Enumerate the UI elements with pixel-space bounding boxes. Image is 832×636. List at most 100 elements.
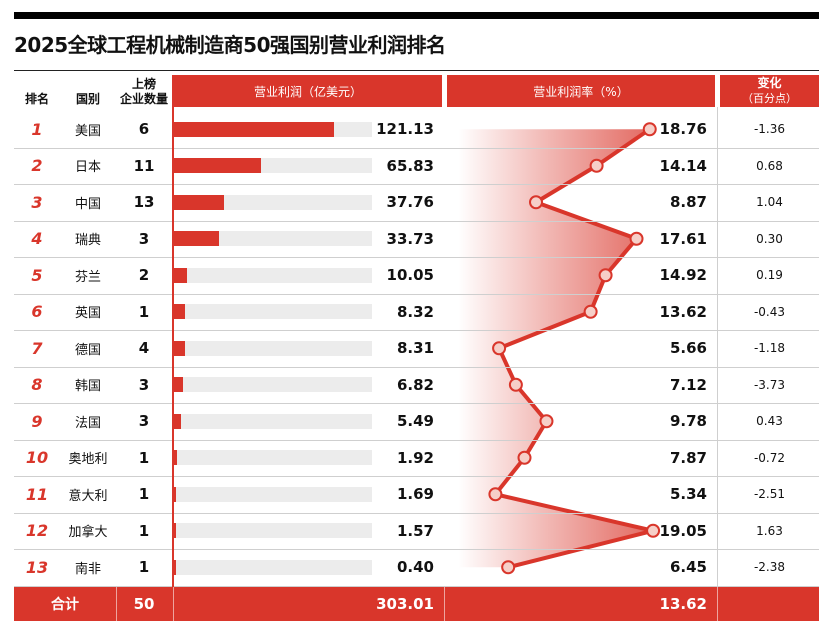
country-label: 意大利 — [68, 488, 108, 504]
page-title: 2025全球工程机械制造商50强国别营业利润排名 — [14, 33, 446, 57]
profit-bar — [174, 194, 224, 210]
company-count: 1 — [138, 521, 150, 540]
country-label: 奥地利 — [68, 452, 108, 467]
margin-value: 5.66 — [669, 339, 707, 357]
profit-bar-track — [174, 231, 372, 247]
profit-bar-track — [174, 559, 372, 575]
margin-point — [508, 377, 523, 392]
profit-value: 1.92 — [396, 448, 434, 467]
profit-value: 0.40 — [396, 558, 434, 576]
country-label: 中国 — [74, 196, 101, 212]
company-count: 3 — [138, 375, 150, 394]
profit-bar — [174, 121, 334, 137]
rank-label: 4 — [31, 229, 43, 248]
profit-value: 1.57 — [396, 521, 434, 540]
profit-value: 65.83 — [386, 156, 434, 175]
change-value: -3.73 — [753, 377, 786, 392]
total-divider — [717, 587, 718, 621]
margin-value: 8.87 — [669, 193, 707, 211]
company-count: 2 — [138, 266, 150, 284]
row-divider — [14, 549, 819, 550]
margin-point — [529, 195, 544, 210]
rank-label: 13 — [25, 557, 49, 577]
change-value: -1.36 — [753, 122, 786, 136]
margin-value: 5.34 — [669, 485, 707, 503]
margin-point — [488, 487, 503, 502]
profit-value: 10.05 — [386, 266, 434, 284]
margin-value: 18.76 — [659, 120, 707, 138]
total-row — [14, 587, 819, 621]
total-divider — [116, 587, 117, 621]
row-divider — [14, 293, 819, 295]
profit-bar-track — [174, 267, 372, 283]
header-country: 国别 — [75, 92, 100, 106]
profit-value: 1.69 — [396, 485, 434, 503]
profit-bar — [174, 413, 182, 429]
margin-value: 14.14 — [659, 156, 707, 175]
profit-value: 33.73 — [386, 229, 434, 248]
change-value: -2.38 — [753, 560, 786, 574]
profit-bar — [174, 340, 185, 356]
margin-point — [589, 158, 604, 173]
header-rank: 排名 — [24, 92, 49, 106]
profit-bar — [174, 267, 188, 283]
margin-point — [517, 450, 532, 465]
row-divider — [14, 366, 819, 368]
profit-value: 5.49 — [396, 412, 434, 430]
row-divider — [14, 476, 819, 477]
header-count-line1: 上榜 — [131, 77, 156, 91]
change-value: 1.04 — [756, 195, 783, 209]
change-value: 0.43 — [756, 414, 783, 428]
margin-value: 19.05 — [659, 521, 707, 540]
profit-value: 37.76 — [386, 193, 434, 211]
profit-value: 8.31 — [396, 339, 434, 357]
rank-label: 9 — [31, 411, 43, 431]
total-divider — [173, 587, 174, 621]
profit-value: 6.82 — [396, 375, 434, 394]
margin-point — [629, 231, 644, 246]
row-divider — [14, 512, 819, 514]
rank-label: 2 — [31, 156, 43, 175]
divider-profit-left — [172, 75, 174, 587]
header-change: 变化 （百分点） — [720, 75, 819, 107]
profit-bar-track — [174, 340, 372, 356]
row-divider — [14, 147, 819, 149]
profit-bar-track — [174, 523, 372, 539]
profit-bar-track — [174, 304, 372, 320]
margin-point — [598, 268, 613, 283]
change-value: 0.19 — [756, 268, 783, 282]
title-rule — [14, 70, 819, 71]
profit-bar-track — [174, 377, 372, 393]
company-count: 1 — [138, 302, 150, 321]
margin-point — [501, 560, 516, 575]
rank-label: 7 — [31, 338, 43, 358]
profit-bar — [174, 523, 177, 539]
margin-point — [492, 341, 507, 356]
country-label: 美国 — [74, 123, 101, 139]
row-divider — [14, 439, 819, 441]
rank-label: 1 — [31, 119, 43, 139]
margin-value: 7.12 — [669, 375, 707, 394]
row-divider — [14, 585, 819, 587]
profit-bar — [174, 158, 261, 174]
profit-bar — [174, 486, 177, 502]
profit-value: 121.13 — [376, 120, 434, 138]
profit-bar — [174, 304, 185, 320]
company-count: 1 — [138, 448, 150, 467]
header-margin: 营业利润率（%） — [447, 75, 715, 107]
margin-point — [539, 414, 554, 429]
change-value: 0.30 — [756, 231, 783, 246]
profit-bar — [174, 450, 177, 466]
margin-point — [642, 122, 657, 137]
total-label: 合计 — [51, 597, 79, 613]
margin-value: 17.61 — [659, 229, 707, 248]
change-value: -2.51 — [753, 487, 786, 501]
country-label: 英国 — [74, 306, 101, 321]
header-count: 上榜 企业数量 — [116, 77, 172, 107]
margin-value: 6.45 — [669, 558, 707, 576]
change-value: 1.63 — [756, 523, 783, 538]
total-divider — [444, 587, 445, 621]
rank-label: 11 — [25, 484, 49, 504]
margin-point — [583, 304, 598, 319]
